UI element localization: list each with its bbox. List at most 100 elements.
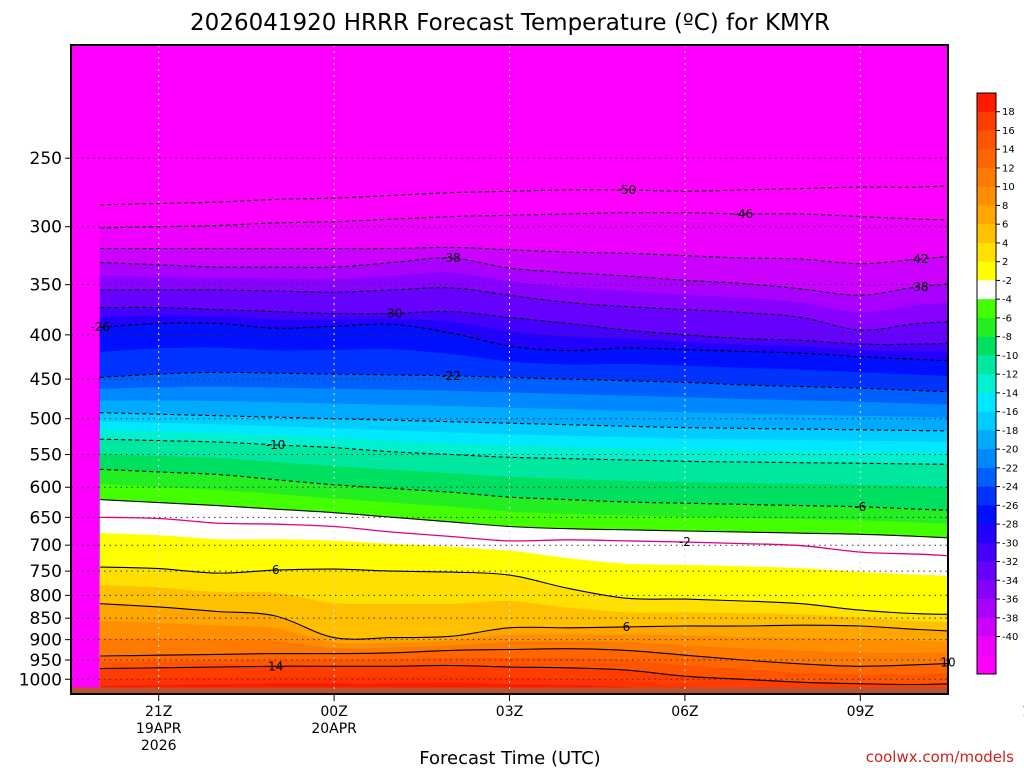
contour-label-14-0: 14	[268, 659, 283, 673]
colorbar-label-4: 10	[1002, 182, 1015, 193]
colorbar-cell-5	[977, 186, 996, 206]
colorbar-label-25: -34	[1002, 576, 1018, 587]
colorbar-label-24: -32	[1002, 557, 1018, 568]
colorbar-label-23: -30	[1002, 538, 1018, 549]
colorbar-label-2: 14	[1002, 145, 1015, 156]
y-tick-label-850: 850	[30, 609, 62, 629]
colorbar-cell-1	[977, 111, 996, 131]
colorbar-cell-27	[977, 599, 996, 619]
contour-label-6a-0: 6	[272, 563, 280, 577]
colorbar-label-18: -20	[1002, 445, 1018, 456]
x-axis-label: Forecast Time (UTC)	[419, 748, 600, 768]
x-tick-label-9-0: 06Z	[671, 704, 698, 720]
colorbar-cell-30	[977, 655, 996, 675]
x-tick-label-0-2: 2026	[141, 738, 177, 754]
contour-label--26-0: -26	[90, 320, 110, 334]
contour--50	[100, 185, 948, 206]
contour-label--38-1: -38	[909, 280, 929, 294]
contour--26	[100, 322, 948, 362]
contour-labels: -50-50-46-42-38-38-30-30-26-22-10-6-2666…	[90, 183, 955, 673]
colorbar-label-16: -16	[1002, 407, 1018, 418]
colorbar-label-9: -2	[1002, 276, 1012, 287]
colorbar-cell-8	[977, 242, 996, 262]
x-tick-label-0-0: 21Z	[145, 704, 172, 720]
contour-label--22-0: -22	[441, 369, 461, 383]
credit-text: coolwx.com/models	[866, 748, 1014, 766]
contour-label--46-0: -46	[734, 207, 754, 221]
colorbar-label-20: -24	[1002, 482, 1018, 493]
contour--10	[100, 438, 948, 465]
colorbar-cell-29	[977, 636, 996, 656]
y-tick-label-1000: 1000	[19, 670, 62, 690]
colorbar-cell-12	[977, 317, 996, 337]
colorbar-cell-28	[977, 617, 996, 637]
colorbar-label-10: -4	[1002, 295, 1012, 306]
colorbar-cell-26	[977, 580, 996, 600]
y-tick-label-950: 950	[30, 651, 62, 671]
x-tick-label-6-0: 03Z	[496, 704, 523, 720]
colorbar-cell-11	[977, 299, 996, 319]
contour--46	[100, 212, 948, 229]
contour--22	[100, 371, 948, 393]
contour--6	[100, 468, 948, 511]
colorbar-cell-19	[977, 449, 996, 469]
y-tick-label-750: 750	[30, 562, 62, 582]
contour-label--42-0: -42	[909, 252, 929, 266]
x-tick-label-3-1: 20APR	[311, 721, 357, 737]
contour-lines	[100, 185, 948, 686]
contour--42	[100, 246, 948, 265]
colorbar-frame	[976, 92, 997, 675]
colorbar-cell-10	[977, 280, 996, 300]
y-tick-label-500: 500	[30, 410, 62, 430]
colorbar-cell-2	[977, 130, 996, 150]
contour-6a	[100, 566, 948, 615]
colorbar-cell-20	[977, 467, 996, 487]
x-tick-label-3-0: 00Z	[320, 704, 347, 720]
y-tick-label-450: 450	[30, 370, 62, 390]
colorbar-cell-0	[977, 93, 996, 113]
x-tick-label-15-0: 12Z	[1022, 704, 1024, 720]
colorbar-cell-24	[977, 542, 996, 562]
colorbar-label-12: -8	[1002, 332, 1012, 343]
y-tick-label-250: 250	[30, 149, 62, 169]
y-tick-label-700: 700	[30, 536, 62, 556]
y-tick-label-550: 550	[30, 446, 62, 466]
contour-label--30-0: -30	[383, 307, 403, 321]
colorbar-label-28: -40	[1002, 632, 1018, 643]
contour-label--38-0: -38	[441, 251, 461, 265]
contour--38	[100, 257, 948, 296]
ground-strip	[71, 687, 948, 694]
colorbar-cell-9	[977, 261, 996, 281]
colorbar-label-15: -14	[1002, 388, 1018, 399]
contour-14	[100, 664, 948, 686]
temperature-bands	[71, 45, 948, 694]
y-axis-ticks: 2503003504004505005506006507007508008509…	[19, 149, 71, 690]
ground-fill	[71, 687, 948, 694]
y-tick-label-350: 350	[30, 276, 62, 296]
colorbar-label-13: -10	[1002, 351, 1018, 362]
colorbar-label-26: -36	[1002, 595, 1018, 606]
colorbar-cell-16	[977, 392, 996, 412]
colorbar-label-0: 18	[1002, 107, 1015, 118]
freezing-band	[100, 499, 948, 565]
colorbar-label-17: -18	[1002, 426, 1018, 437]
colorbar-label-3: 12	[1002, 163, 1015, 174]
colorbar-label-5: 8	[1002, 201, 1008, 212]
colorbar-label-14: -12	[1002, 370, 1018, 381]
colorbar-label-1: 16	[1002, 126, 1015, 137]
colorbar-label-27: -38	[1002, 613, 1018, 624]
contour--30	[100, 306, 948, 345]
contour-label--10-0: -10	[266, 438, 286, 452]
colorbar-label-7: 4	[1002, 238, 1008, 249]
colorbar-cell-21	[977, 486, 996, 506]
grid-lines	[71, 45, 948, 694]
contour-label--50-0: -50	[617, 183, 637, 197]
colorbar-cell-14	[977, 355, 996, 375]
colorbar-label-6: 6	[1002, 220, 1008, 231]
colorbar-cell-4	[977, 167, 996, 188]
colorbar-cell-13	[977, 336, 996, 356]
contour-10	[100, 648, 948, 667]
colorbar-label-21: -26	[1002, 501, 1018, 512]
contour-6b	[100, 603, 948, 640]
